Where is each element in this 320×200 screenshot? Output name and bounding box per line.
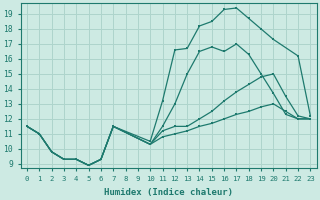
X-axis label: Humidex (Indice chaleur): Humidex (Indice chaleur) — [104, 188, 233, 197]
